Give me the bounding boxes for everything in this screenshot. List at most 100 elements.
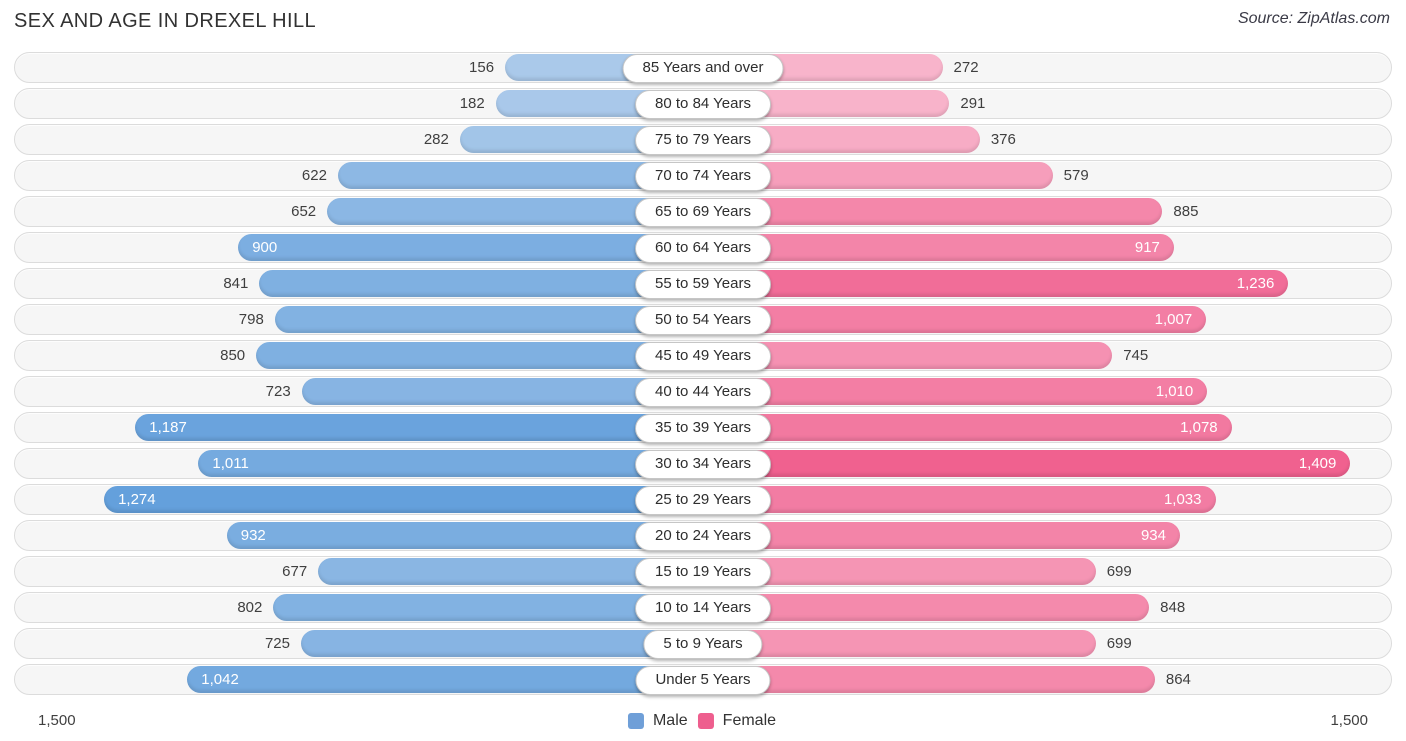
female-value-label: 745 [1123,347,1149,364]
age-row: 45 to 49 Years 850 745 [14,340,1392,371]
legend-label-female: Female [722,712,777,729]
female-bar [703,666,1155,693]
female-bar: 1,078 [703,414,1232,441]
female-bar [703,594,1150,621]
male-bar: 932 [226,522,703,549]
male-value-label: 182 [459,95,485,112]
age-row: 1,010 40 to 44 Years 723 [14,376,1392,407]
age-row: 1,274 1,033 25 to 29 Years [14,484,1392,515]
female-value-label: 291 [960,95,986,112]
age-row: 5 to 9 Years 725 699 [14,628,1392,659]
male-value-label: 802 [237,599,263,616]
female-value-label: 272 [953,59,979,76]
male-bar: 1,187 [135,414,703,441]
female-swatch-icon [697,713,714,729]
female-value-label: 1,078 [1180,419,1218,436]
age-group-label: 65 to 69 Years [635,198,771,227]
female-value-label: 917 [1134,239,1160,256]
male-value-label: 900 [252,239,278,256]
male-value-label: 1,011 [212,455,249,472]
age-row: 1,236 55 to 59 Years 841 [14,268,1392,299]
age-group-label: 25 to 29 Years [635,486,771,515]
age-row: 932 934 20 to 24 Years [14,520,1392,551]
age-row: 65 to 69 Years 652 885 [14,196,1392,227]
male-value-label: 1,187 [149,419,187,436]
male-value-label: 798 [238,311,264,328]
male-bar: 1,274 [104,486,703,513]
age-group-label: 15 to 19 Years [635,558,771,587]
female-value-label: 1,236 [1236,275,1275,292]
chart-header: SEX AND AGE IN DREXEL HILL Source: ZipAt… [14,10,1390,33]
age-row: 70 to 74 Years 622 579 [14,160,1392,191]
age-row: 10 to 14 Years 802 848 [14,592,1392,623]
age-row: 1,187 1,078 35 to 39 Years [14,412,1392,443]
male-value-label: 156 [469,59,495,76]
age-row: 1,042 Under 5 Years 864 [14,664,1392,695]
age-group-label: 55 to 59 Years [635,270,771,299]
age-group-label: 30 to 34 Years [635,450,771,479]
chart-footer: 1,500 Male Female 1,500 [14,709,1390,733]
male-value-label: 622 [301,167,327,184]
female-value-label: 1,409 [1298,455,1337,472]
x-axis-max-left: 1,500 [38,712,76,729]
female-value-label: 885 [1173,203,1199,220]
female-bar [703,630,1096,657]
female-value-label: 864 [1165,671,1191,688]
male-bar [274,306,703,333]
female-value-label: 934 [1140,527,1166,544]
female-bar [703,198,1163,225]
male-bar [273,594,703,621]
male-bar: 900 [238,234,703,261]
male-bar [256,342,703,369]
age-group-label: 45 to 49 Years [635,342,771,371]
female-value-label: 848 [1160,599,1186,616]
legend-label-male: Male [652,712,688,729]
male-value-label: 652 [291,203,317,220]
male-value-label: 677 [282,563,308,580]
female-bar: 1,033 [703,486,1216,513]
age-group-label: 5 to 9 Years [643,630,763,659]
age-group-label: 10 to 14 Years [635,594,771,623]
age-row: 1,007 50 to 54 Years 798 [14,304,1392,335]
female-value-label: 376 [990,131,1016,148]
female-bar [703,342,1113,369]
age-group-label: 85 Years and over [622,54,784,83]
population-pyramid-chart: 85 Years and over 156 272 80 to 84 Years … [14,52,1392,700]
female-bar: 1,007 [703,306,1207,333]
female-bar: 917 [703,234,1174,261]
female-bar: 1,409 [703,450,1351,477]
male-value-label: 1,042 [201,671,239,688]
male-value-label: 282 [423,131,449,148]
female-value-label: 579 [1063,167,1089,184]
male-swatch-icon [627,713,644,729]
male-value-label: 841 [223,275,249,292]
female-value-label: 1,033 [1163,491,1202,508]
female-value-label: 1,007 [1154,311,1193,328]
male-value-label: 850 [220,347,246,364]
age-group-label: 40 to 44 Years [635,378,771,407]
male-bar: 1,011 [198,450,703,477]
age-group-label: 70 to 74 Years [635,162,771,191]
age-group-label: 80 to 84 Years [635,90,771,119]
age-group-label: 60 to 64 Years [635,234,771,263]
age-row: 1,011 1,409 30 to 34 Years [14,448,1392,479]
legend-item-male: Male [627,709,688,733]
age-group-label: 20 to 24 Years [635,522,771,551]
male-bar [259,270,703,297]
page-title: SEX AND AGE IN DREXEL HILL [14,10,316,32]
age-group-label: 35 to 39 Years [635,414,771,443]
male-value-label: 723 [265,383,291,400]
source-credit: Source: ZipAtlas.com [1237,10,1390,27]
male-value-label: 932 [240,527,266,544]
female-bar: 1,010 [703,378,1208,405]
age-row: 80 to 84 Years 182 291 [14,88,1392,119]
female-value-label: 699 [1106,635,1132,652]
male-value-label: 1,274 [118,491,156,508]
legend-item-female: Female [697,709,777,733]
age-group-label: 50 to 54 Years [635,306,771,335]
male-bar [300,630,703,657]
age-group-label: 75 to 79 Years [635,126,771,155]
female-value-label: 699 [1106,563,1132,580]
female-bar: 1,236 [703,270,1289,297]
male-value-label: 725 [264,635,290,652]
